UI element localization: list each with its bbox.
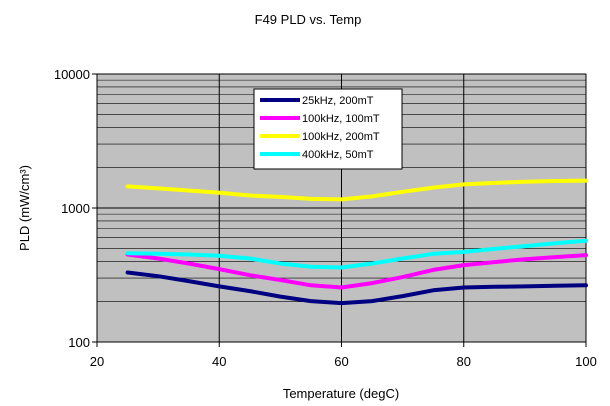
x-tick-label: 20 bbox=[90, 354, 104, 369]
chart-title: F49 PLD vs. Temp bbox=[255, 12, 362, 27]
x-tick-label: 80 bbox=[457, 354, 471, 369]
x-tick-label: 100 bbox=[575, 354, 597, 369]
series-lines bbox=[125, 178, 588, 306]
legend-label: 100kHz, 200mT bbox=[302, 131, 380, 143]
series-line-1 bbox=[125, 270, 588, 306]
legend-label: 400kHz, 50mT bbox=[302, 149, 374, 161]
y-axis-title: PLD (mW/cm³) bbox=[17, 165, 32, 251]
y-tick-label: 1000 bbox=[61, 201, 90, 216]
x-axis-title: Temperature (degC) bbox=[283, 386, 399, 401]
series-line-4 bbox=[125, 238, 588, 270]
series-line-2 bbox=[125, 252, 588, 290]
legend: 25kHz, 200mT 100kHz, 100mT 100kHz, 200mT 40… bbox=[253, 88, 403, 170]
legend-label: 100kHz, 100mT bbox=[302, 113, 380, 125]
y-tick-label: 100 bbox=[68, 335, 90, 350]
y-tick-label: 10000 bbox=[54, 67, 90, 82]
x-tick-label: 40 bbox=[212, 354, 226, 369]
y-tick-labels: 100 1000 10000 bbox=[54, 67, 90, 350]
x-tick-label: 60 bbox=[334, 354, 348, 369]
x-tick-labels: 20 40 60 80 100 bbox=[90, 354, 597, 369]
axes bbox=[92, 73, 587, 347]
series-line-3 bbox=[125, 178, 588, 202]
legend-label: 25kHz, 200mT bbox=[302, 95, 374, 107]
